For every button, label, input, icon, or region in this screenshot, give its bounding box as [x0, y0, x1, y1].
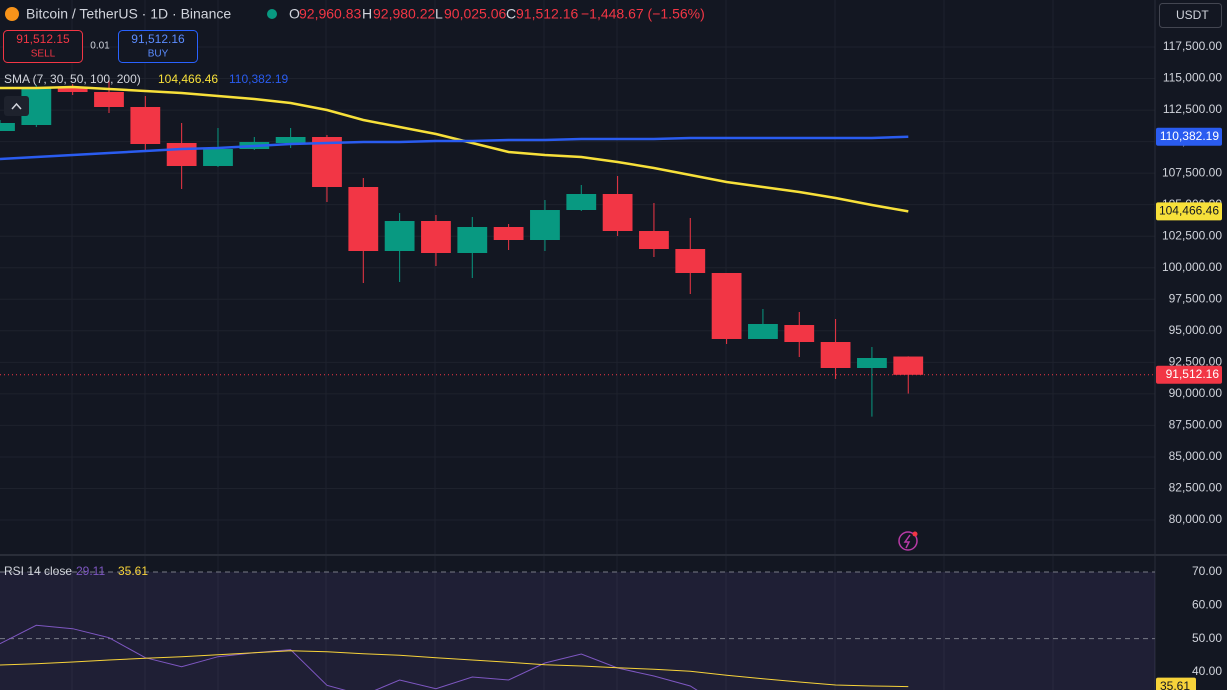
candle-body	[384, 221, 415, 251]
series-line	[0, 85, 909, 213]
y-tick-label: 85,000.00	[1169, 449, 1223, 463]
sell-button[interactable]	[3, 30, 83, 63]
o-label: O	[289, 6, 300, 22]
y-tick-label: 40.00	[1192, 664, 1222, 678]
candle-body	[275, 136, 306, 144]
y-tick-label: 97,500.00	[1169, 291, 1223, 305]
spread: 0.01	[90, 41, 110, 52]
candle-body	[530, 210, 560, 240]
y-tick-label: 95,000.00	[1169, 323, 1223, 337]
symbol: Bitcoin / TetherUS · 1D · Binance	[26, 6, 231, 22]
y-tick-label: 50.00	[1192, 631, 1222, 645]
sma-value: 110,382.19	[229, 72, 288, 86]
y-tick-label: 60.00	[1192, 598, 1222, 612]
sell-label: SELL	[31, 49, 56, 60]
sell-price: 91,512.15	[16, 32, 70, 46]
y-tick-label: 92,500.00	[1169, 355, 1223, 369]
candle-body	[784, 325, 815, 343]
y-tick-label: 112,500.00	[1163, 102, 1222, 116]
status-dot	[267, 9, 277, 19]
series-line	[0, 135, 909, 161]
candle-body	[602, 193, 633, 232]
price-badge	[1156, 202, 1222, 221]
candle-body	[711, 272, 742, 339]
candle-body	[893, 356, 924, 375]
y-tick-label: 90,000.00	[1169, 386, 1223, 400]
collapse-button[interactable]	[4, 96, 29, 116]
indicator-label: SMA (7, 30, 50, 100, 200)	[4, 72, 141, 86]
alert-dot	[912, 531, 918, 537]
o-value: 92,960.83	[299, 6, 361, 22]
currency: USDT	[1176, 8, 1209, 22]
y-tick-label: 82,500.00	[1169, 481, 1223, 495]
price-badge-label: 110,382.19	[1160, 129, 1219, 143]
candle-body	[421, 221, 451, 254]
rsi-ma-value: 35.61	[118, 564, 148, 578]
buy-button[interactable]	[118, 30, 198, 63]
candle-body	[166, 143, 197, 166]
collapse-icon	[11, 102, 22, 110]
vertical-grid	[71, 0, 1054, 690]
price-pane: 80,000.00 82,500.00 85,000.00 87,500.00 90,0…	[0, 39, 1222, 526]
candle-body	[312, 136, 342, 187]
candle-body	[348, 186, 379, 251]
candle-body	[203, 149, 233, 166]
candle-body	[94, 92, 124, 108]
y-tick-label: 100,000.00	[1162, 260, 1222, 274]
y-tick-label: 70.00	[1192, 564, 1222, 578]
price-badge	[1156, 365, 1222, 384]
y-tick-label: 87,500.00	[1169, 418, 1223, 432]
price-badge-label: 104,466.46	[1159, 204, 1219, 218]
y-tick-label: 80,000.00	[1169, 512, 1223, 526]
candle-body	[857, 358, 887, 369]
series-line	[0, 624, 698, 690]
y-tick-label: 102,500.00	[1162, 228, 1222, 242]
series-line	[0, 650, 909, 688]
rsi-title: RSI 14 close	[4, 564, 72, 578]
buy-price: 91,512.16	[131, 32, 185, 46]
l-label: L	[435, 6, 443, 22]
c-value: 91,512.16	[516, 6, 578, 22]
candle-body	[748, 323, 778, 339]
rsi-value: 29.11	[76, 564, 105, 578]
candle-body	[675, 249, 706, 273]
price-badge	[1156, 127, 1222, 146]
candle-body	[493, 226, 524, 240]
candle-body	[130, 107, 161, 144]
h-value: 92,980.22	[373, 6, 435, 22]
c-label: C	[506, 6, 516, 22]
alert-icon[interactable]	[898, 531, 918, 551]
candle-body	[639, 231, 669, 250]
candle-body	[457, 226, 488, 254]
y-tick-label: 117,500.00	[1163, 39, 1222, 53]
candle-body	[57, 86, 88, 93]
value-badge-label: 35.61	[1160, 679, 1190, 690]
h-label: H	[362, 6, 372, 22]
y-tick-label: 115,000.00	[1163, 71, 1222, 85]
candle-body	[0, 122, 15, 131]
sma-value: 104,466.46	[158, 72, 218, 86]
change: −1,448.67 (−1.56%)	[581, 6, 705, 22]
alert-bolt	[903, 534, 911, 549]
y-tick-label: 107,500.00	[1162, 165, 1222, 179]
value-badge	[1156, 677, 1196, 690]
rsi-band	[0, 572, 1155, 690]
l-value: 90,025.06	[444, 6, 506, 22]
buy-label: BUY	[148, 49, 169, 60]
currency-button[interactable]	[1159, 3, 1222, 28]
coin-icon	[5, 7, 19, 21]
candle-body	[820, 342, 851, 369]
candle-body	[566, 193, 597, 211]
price-badge-label: 91,512.16	[1166, 367, 1220, 381]
